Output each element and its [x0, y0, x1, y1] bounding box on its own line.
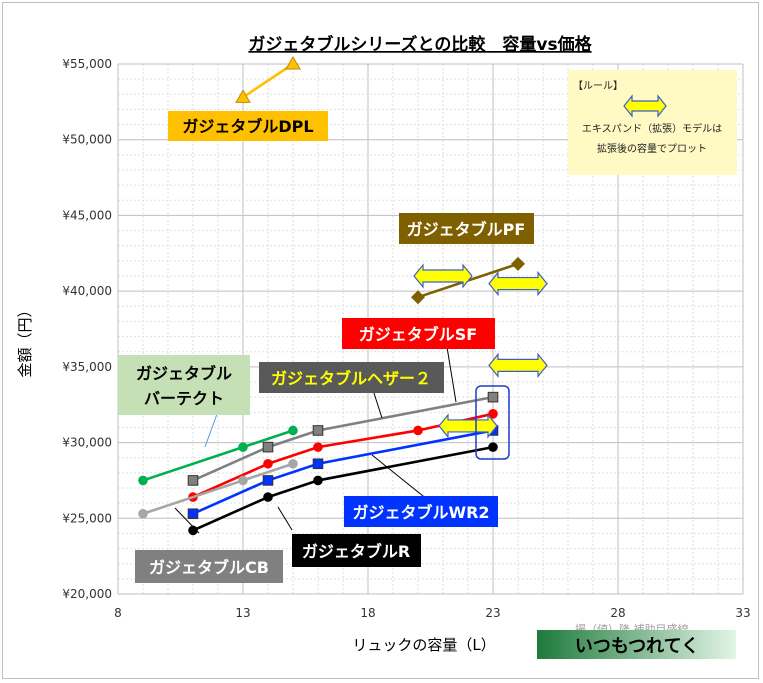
series-dpl-line [242, 62, 294, 99]
cb-point [288, 458, 298, 469]
expand-double-arrow-icon [438, 413, 498, 439]
series-wr2-line [192, 429, 494, 515]
cb-point [138, 508, 148, 519]
rule-note-box [568, 70, 737, 175]
r-point [313, 475, 323, 486]
callout-sf: ガジェタブルSF [359, 325, 477, 344]
callout-box-heather2 [259, 362, 444, 393]
x-tick-label: 33 [735, 606, 750, 620]
heather2-point [312, 425, 324, 436]
callout-box-pf [399, 213, 534, 244]
heather2-point [487, 391, 499, 403]
callout-wr2: ガジェタブルWR2 [352, 503, 489, 522]
y-tick-label: ¥40,000 [62, 284, 112, 298]
x-tick-label: 28 [610, 606, 625, 620]
sf-point [413, 425, 423, 436]
series-cb [138, 458, 298, 519]
x-tick-label: 13 [235, 606, 250, 620]
r-point [263, 492, 273, 502]
callout-dpl: ガジェタブルDPL [182, 117, 313, 136]
y-tick-label: ¥55,000 [62, 57, 112, 71]
callout-r: ガジェタブルR [302, 542, 410, 561]
rule-note-line2: 拡張後の容量でプロット [597, 142, 707, 155]
bartekt-point [238, 442, 248, 452]
callout-box-cb [135, 550, 283, 583]
y-tick-label: ¥45,000 [62, 208, 112, 222]
r-point [488, 442, 498, 452]
series-r [188, 442, 498, 536]
brand-text: いつもつれてく [575, 636, 699, 657]
expand-double-arrow-icon [488, 270, 548, 297]
x-tick-label: 18 [360, 606, 375, 620]
callout-cb: ガジェタブルCB [149, 558, 269, 577]
callout-bartekt-line1: ガジェタブル [136, 364, 232, 383]
expand-arrows [413, 94, 667, 439]
brand-box [537, 630, 736, 659]
y-tick-label: ¥30,000 [62, 436, 112, 450]
heather2-point [262, 441, 274, 453]
axes [117, 63, 744, 595]
series-cb-line [142, 462, 294, 515]
series-heather2 [187, 391, 499, 486]
series-bartekt [138, 425, 298, 486]
chart-title: ガジェタブルシリーズとの比較 容量vs価格 [248, 34, 592, 55]
r-point [188, 525, 198, 536]
heather2-point [187, 475, 199, 486]
series-dpl [235, 56, 301, 103]
y-tick-label: ¥35,000 [62, 360, 112, 374]
y-tick-label: ¥50,000 [62, 133, 112, 147]
bartekt-point [288, 425, 298, 436]
callout-bartekt-line2: バーテクト [144, 389, 224, 408]
wr2-point [187, 508, 199, 520]
callout-box-bartekt [118, 355, 250, 415]
series-layer [138, 56, 667, 536]
x-tick-label: 23 [485, 606, 500, 620]
capacity-23-highlight [475, 385, 510, 460]
sf-point [488, 409, 498, 419]
callout-box-r [292, 534, 421, 567]
dpl-point [285, 56, 301, 70]
callout-pf: ガジェタブルPF [407, 220, 526, 239]
rule-note-line1: エキスパンド（拡張）モデルは [582, 122, 722, 135]
callout-heather2: ガジェタブルヘザー２ [271, 369, 431, 388]
bartekt-point [138, 475, 148, 486]
y-axis-label: 金額（円） [16, 302, 34, 377]
callout-box-wr2 [344, 496, 498, 527]
sf-point [263, 458, 273, 469]
wr2-point [312, 458, 324, 470]
y-tick-label: ¥20,000 [62, 587, 112, 601]
x-tick-labels: 8 13 18 23 28 33 [114, 606, 750, 620]
dpl-point [235, 89, 251, 103]
series-r-line [192, 445, 494, 532]
x-tick-label: 8 [114, 606, 122, 620]
wr2-point [262, 475, 274, 486]
expand-double-arrow-icon [488, 352, 548, 379]
series-heather2-line [192, 395, 494, 482]
pf-point [411, 290, 425, 305]
x-axis-label: リュックの容量（L） [352, 636, 495, 654]
y-tick-labels: ¥20,000 ¥25,000 ¥30,000 ¥35,000 ¥40,000 ¥45,0… [62, 57, 112, 601]
callout-box-dpl [168, 111, 328, 141]
y-tick-label: ¥25,000 [62, 511, 112, 525]
sf-point [313, 442, 323, 452]
callout-box-sf [342, 318, 495, 349]
rule-note-title: 【ルール】 [573, 80, 623, 92]
cb-point [238, 475, 248, 486]
rule-note-arrow-icon [623, 94, 667, 118]
expand-double-arrow-icon [413, 263, 473, 289]
pf-point [511, 256, 525, 271]
